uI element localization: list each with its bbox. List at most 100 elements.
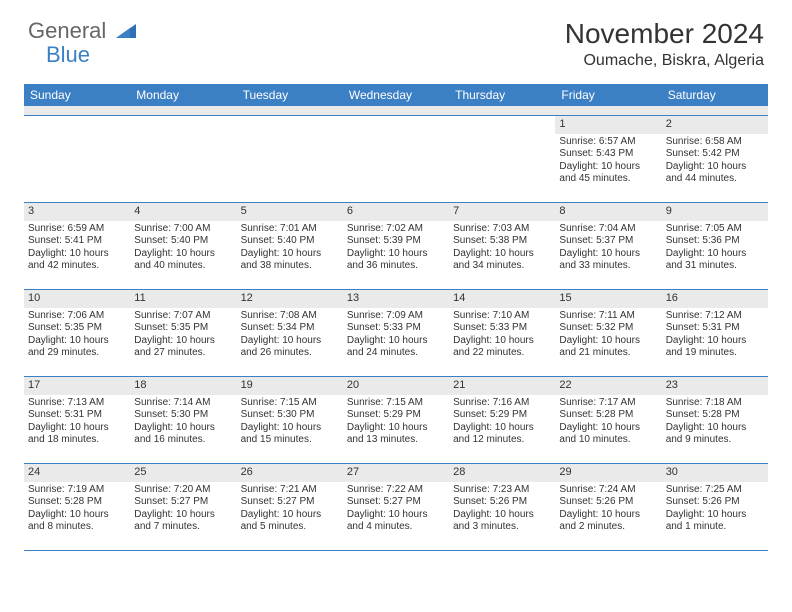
day-number: 24: [24, 464, 130, 482]
day-cell: [237, 116, 343, 202]
spacer-row: [24, 106, 768, 116]
day-number: 2: [662, 116, 768, 134]
day2-text: and 42 minutes.: [28, 260, 126, 273]
sunrise-text: Sunrise: 7:18 AM: [666, 397, 764, 410]
day1-text: Daylight: 10 hours: [347, 422, 445, 435]
header: General Blue November 2024 Oumache, Bisk…: [0, 0, 792, 78]
day1-text: Daylight: 10 hours: [559, 248, 657, 261]
day1-text: Daylight: 10 hours: [347, 335, 445, 348]
sunrise-text: Sunrise: 7:19 AM: [28, 484, 126, 497]
day-number: 9: [662, 203, 768, 221]
sunset-text: Sunset: 5:36 PM: [666, 235, 764, 248]
sunrise-text: Sunrise: 7:08 AM: [241, 310, 339, 323]
sunrise-text: Sunrise: 7:25 AM: [666, 484, 764, 497]
sunrise-text: Sunrise: 7:00 AM: [134, 223, 232, 236]
day2-text: and 33 minutes.: [559, 260, 657, 273]
sunset-text: Sunset: 5:30 PM: [241, 409, 339, 422]
sunset-text: Sunset: 5:32 PM: [559, 322, 657, 335]
sunset-text: Sunset: 5:39 PM: [347, 235, 445, 248]
day-cell: 28 Sunrise: 7:23 AMSunset: 5:26 PMDayligh…: [449, 464, 555, 550]
month-title: November 2024: [565, 18, 764, 50]
day-number: 8: [555, 203, 661, 221]
day-number: 4: [130, 203, 236, 221]
sunset-text: Sunset: 5:42 PM: [666, 148, 764, 161]
day-cell: 5Sunrise: 7:01 AMSunset: 5:40 PMDaylight…: [237, 203, 343, 289]
day-cell: 14Sunrise: 7:10 AMSunset: 5:33 PMDayligh…: [449, 290, 555, 376]
sunrise-text: Sunrise: 7:05 AM: [666, 223, 764, 236]
day-cell: 19Sunrise: 7:15 AMSunset: 5:30 PMDayligh…: [237, 377, 343, 463]
sunset-text: Sunset: 5:28 PM: [28, 496, 126, 509]
sunrise-text: Sunrise: 7:15 AM: [241, 397, 339, 410]
dow-cell: Saturday: [662, 84, 768, 106]
day-number: 20: [343, 377, 449, 395]
sunrise-text: Sunrise: 7:23 AM: [453, 484, 551, 497]
day1-text: Daylight: 10 hours: [559, 335, 657, 348]
day-number: 28: [449, 464, 555, 482]
day-cell: 22Sunrise: 7:17 AMSunset: 5:28 PMDayligh…: [555, 377, 661, 463]
day-number: 1: [555, 116, 661, 134]
day-number: 5: [237, 203, 343, 221]
day-cell: 13Sunrise: 7:09 AMSunset: 5:33 PMDayligh…: [343, 290, 449, 376]
week-row: 17Sunrise: 7:13 AMSunset: 5:31 PMDayligh…: [24, 377, 768, 464]
logo: General Blue: [28, 18, 136, 68]
day1-text: Daylight: 10 hours: [28, 248, 126, 261]
sunset-text: Sunset: 5:35 PM: [28, 322, 126, 335]
day-number: 12: [237, 290, 343, 308]
sunset-text: Sunset: 5:38 PM: [453, 235, 551, 248]
day-number: 11: [130, 290, 236, 308]
dow-cell: Sunday: [24, 84, 130, 106]
day1-text: Daylight: 10 hours: [453, 248, 551, 261]
day2-text: and 13 minutes.: [347, 434, 445, 447]
day-number: 18: [130, 377, 236, 395]
sunset-text: Sunset: 5:31 PM: [666, 322, 764, 335]
day1-text: Daylight: 10 hours: [559, 161, 657, 174]
day-cell: 10Sunrise: 7:06 AMSunset: 5:35 PMDayligh…: [24, 290, 130, 376]
day-cell: [24, 116, 130, 202]
day-number: 13: [343, 290, 449, 308]
day2-text: and 21 minutes.: [559, 347, 657, 360]
day1-text: Daylight: 10 hours: [453, 422, 551, 435]
sunset-text: Sunset: 5:35 PM: [134, 322, 232, 335]
day1-text: Daylight: 10 hours: [453, 335, 551, 348]
day2-text: and 7 minutes.: [134, 521, 232, 534]
sunset-text: Sunset: 5:28 PM: [559, 409, 657, 422]
day2-text: and 26 minutes.: [241, 347, 339, 360]
sunrise-text: Sunrise: 6:57 AM: [559, 136, 657, 149]
sunset-text: Sunset: 5:41 PM: [28, 235, 126, 248]
sunrise-text: Sunrise: 7:12 AM: [666, 310, 764, 323]
day1-text: Daylight: 10 hours: [347, 509, 445, 522]
sunset-text: Sunset: 5:28 PM: [666, 409, 764, 422]
sunrise-text: Sunrise: 7:17 AM: [559, 397, 657, 410]
week-row: 3Sunrise: 6:59 AMSunset: 5:41 PMDaylight…: [24, 203, 768, 290]
sunset-text: Sunset: 5:26 PM: [453, 496, 551, 509]
day-number: 3: [24, 203, 130, 221]
day1-text: Daylight: 10 hours: [666, 161, 764, 174]
day1-text: Daylight: 10 hours: [559, 509, 657, 522]
day1-text: Daylight: 10 hours: [453, 509, 551, 522]
sunset-text: Sunset: 5:33 PM: [453, 322, 551, 335]
day2-text: and 9 minutes.: [666, 434, 764, 447]
day2-text: and 16 minutes.: [134, 434, 232, 447]
day-cell: 11Sunrise: 7:07 AMSunset: 5:35 PMDayligh…: [130, 290, 236, 376]
day2-text: and 31 minutes.: [666, 260, 764, 273]
sunrise-text: Sunrise: 7:02 AM: [347, 223, 445, 236]
day2-text: and 22 minutes.: [453, 347, 551, 360]
sunrise-text: Sunrise: 7:11 AM: [559, 310, 657, 323]
sunrise-text: Sunrise: 7:24 AM: [559, 484, 657, 497]
day1-text: Daylight: 10 hours: [28, 335, 126, 348]
day1-text: Daylight: 10 hours: [28, 509, 126, 522]
day1-text: Daylight: 10 hours: [134, 422, 232, 435]
day1-text: Daylight: 10 hours: [134, 248, 232, 261]
day2-text: and 44 minutes.: [666, 173, 764, 186]
day-number: 30: [662, 464, 768, 482]
sunrise-text: Sunrise: 7:14 AM: [134, 397, 232, 410]
day-cell: 17Sunrise: 7:13 AMSunset: 5:31 PMDayligh…: [24, 377, 130, 463]
day-of-week-header: SundayMondayTuesdayWednesdayThursdayFrid…: [24, 84, 768, 106]
day1-text: Daylight: 10 hours: [559, 422, 657, 435]
dow-cell: Thursday: [449, 84, 555, 106]
sunset-text: Sunset: 5:34 PM: [241, 322, 339, 335]
day2-text: and 12 minutes.: [453, 434, 551, 447]
day-number: 6: [343, 203, 449, 221]
sunset-text: Sunset: 5:33 PM: [347, 322, 445, 335]
day2-text: and 40 minutes.: [134, 260, 232, 273]
